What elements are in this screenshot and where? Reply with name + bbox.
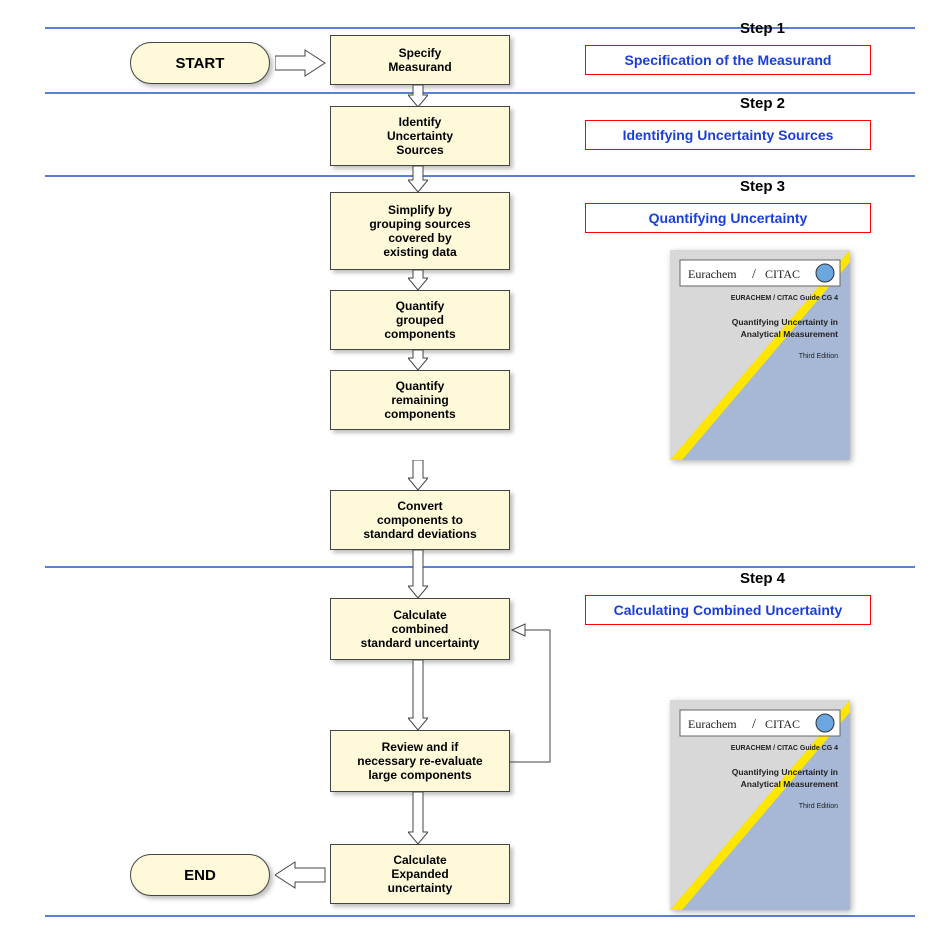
box-text: Identify Uncertainty Sources [387,115,453,157]
step3-callout: Quantifying Uncertainty [585,203,871,233]
svg-text:Eurachem: Eurachem [688,717,737,731]
box-specify-measurand: Specify Measurand [330,35,510,85]
hline-3 [45,175,915,177]
hline-5 [45,915,915,917]
arrow-b9-to-end [275,860,330,890]
hline-2 [45,92,915,94]
start-terminal: START [130,42,270,84]
svg-text:EURACHEM / CITAC Guide CG 4: EURACHEM / CITAC Guide CG 4 [731,295,838,302]
svg-text:CITAC: CITAC [765,717,800,731]
box-quantify-grouped: Quantify grouped components [330,290,510,350]
step2-callout: Identifying Uncertainty Sources [585,120,871,150]
start-label: START [176,55,225,72]
box-calc-combined: Calculate combined standard uncertainty [330,598,510,660]
svg-text:Quantifying Uncertainty in: Quantifying Uncertainty in [732,317,838,327]
book-cover-2: Eurachem / CITAC EURACHEM / CITAC Guide … [670,700,850,910]
step1-callout: Specification of the Measurand [585,45,871,75]
step4-callout: Calculating Combined Uncertainty [585,595,871,625]
arrow-d2 [408,166,428,192]
end-label: END [184,867,216,884]
box-simplify-grouping: Simplify by grouping sources covered by … [330,192,510,270]
book-cover-1: Eurachem / CITAC EURACHEM / CITAC Guide … [670,250,850,460]
svg-text:EURACHEM / CITAC Guide CG 4: EURACHEM / CITAC Guide CG 4 [731,745,838,752]
arrow-d4 [408,350,428,370]
step4-label: Step 4 [740,570,785,587]
box-identify-sources: Identify Uncertainty Sources [330,106,510,166]
arrow-d3 [408,270,428,290]
svg-text:Analytical Measurement: Analytical Measurement [741,779,838,789]
svg-text:Analytical Measurement: Analytical Measurement [741,329,838,339]
box-text: Specify Measurand [388,46,451,74]
step2-label: Step 2 [740,95,785,112]
arrow-d5 [408,460,428,490]
arrow-d8 [408,792,428,844]
arrow-start-to-b1 [275,48,330,78]
svg-text:Third Edition: Third Edition [799,353,838,360]
step3-label: Step 3 [740,178,785,195]
box-text: Calculate combined standard uncertainty [361,608,480,650]
box-text: Quantify grouped components [384,299,455,341]
box-text: Review and if necessary re-evaluate larg… [357,740,482,782]
svg-text:Eurachem: Eurachem [688,267,737,281]
box-review: Review and if necessary re-evaluate larg… [330,730,510,792]
step1-label: Step 1 [740,20,785,37]
svg-text:/: / [752,717,756,732]
box-convert-std: Convert components to standard deviation… [330,490,510,550]
feedback-loop-arrow [510,618,570,778]
box-text: Calculate Expanded uncertainty [388,853,453,895]
box-text: Simplify by grouping sources covered by … [369,203,470,259]
svg-text:Quantifying Uncertainty in: Quantifying Uncertainty in [732,767,838,777]
end-terminal: END [130,854,270,896]
box-quantify-remaining: Quantify remaining components [330,370,510,430]
flowchart-container: START Specify Measurand Identify Uncerta… [20,20,930,920]
box-text: Convert components to standard deviation… [363,499,476,541]
arrow-d6 [408,550,428,598]
svg-text:CITAC: CITAC [765,267,800,281]
arrow-d7 [408,660,428,730]
box-calc-expanded: Calculate Expanded uncertainty [330,844,510,904]
svg-text:Third Edition: Third Edition [799,803,838,810]
box-text: Quantify remaining components [384,379,455,421]
hline-4 [45,566,915,568]
svg-text:/: / [752,267,756,282]
arrow-d1 [408,85,428,107]
